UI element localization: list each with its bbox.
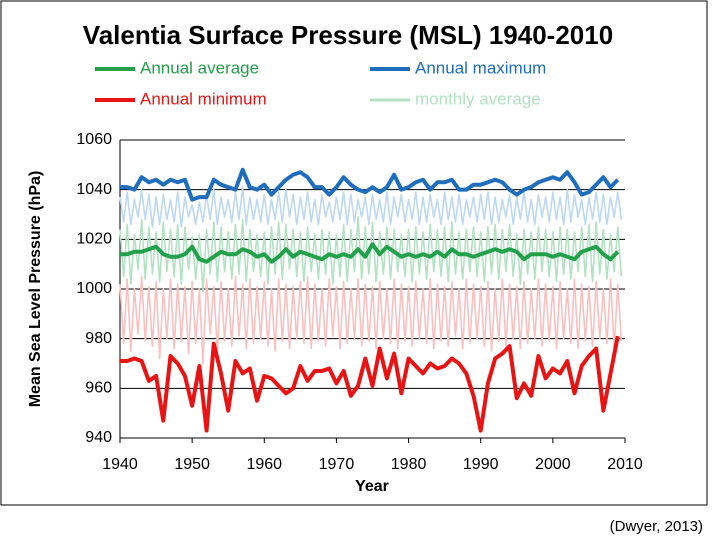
x-tick-label: 1970 bbox=[319, 456, 355, 473]
annual-line bbox=[120, 335, 620, 433]
y-axis-title: Mean Sea Level Pressure (hPa) bbox=[27, 171, 44, 408]
x-tick-label: 1940 bbox=[102, 456, 138, 473]
legend-label: monthly average bbox=[415, 89, 541, 108]
x-tick-label: 1990 bbox=[463, 456, 499, 473]
y-tick-label: 980 bbox=[85, 330, 112, 347]
y-tick-label: 1020 bbox=[76, 231, 112, 248]
annual-line bbox=[120, 242, 620, 264]
legend-label: Annual average bbox=[140, 58, 259, 77]
y-tick-label: 1060 bbox=[76, 131, 112, 148]
legend-label: Annual maximum bbox=[415, 58, 546, 77]
x-tick-label: 1960 bbox=[246, 456, 282, 473]
source-note: (Dwyer, 2013) bbox=[610, 518, 703, 535]
monthly-line bbox=[119, 186, 623, 228]
x-tick-label: 2010 bbox=[607, 456, 643, 473]
annual-line bbox=[120, 167, 620, 202]
monthly-line bbox=[119, 275, 623, 365]
chart-title: Valentia Surface Pressure (MSL) 1940-201… bbox=[83, 20, 613, 50]
y-tick-label: 940 bbox=[85, 429, 112, 446]
y-tick-label: 1040 bbox=[76, 181, 112, 198]
legend-label: Annual minimum bbox=[140, 89, 267, 108]
x-axis-title: Year bbox=[355, 478, 389, 495]
y-tick-label: 1000 bbox=[76, 280, 112, 297]
y-tick-label: 960 bbox=[85, 380, 112, 397]
x-tick-label: 2000 bbox=[535, 456, 571, 473]
x-tick-label: 1980 bbox=[391, 456, 427, 473]
x-tick-label: 1950 bbox=[174, 456, 210, 473]
